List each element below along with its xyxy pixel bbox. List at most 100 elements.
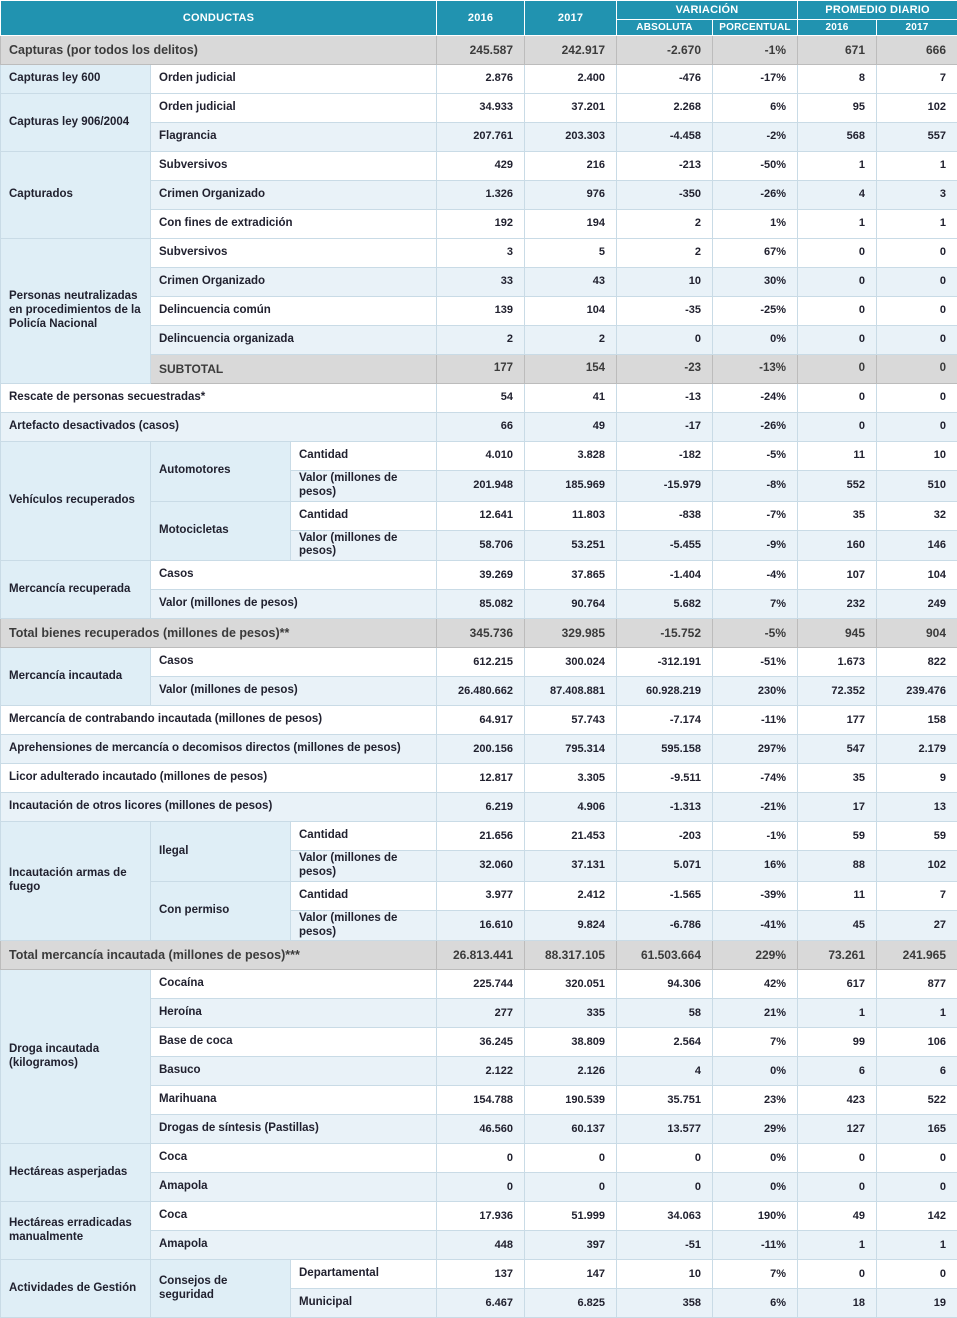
header-conductas: CONDUCTAS <box>1 1 437 36</box>
value-2016: 137 <box>437 1260 525 1289</box>
row-label: Total mercancía incautada (millones de p… <box>1 941 437 970</box>
value-promedio-2017: 9 <box>877 764 957 793</box>
value-promedio-2017: 0 <box>877 355 957 384</box>
value-2017: 154 <box>525 355 617 384</box>
value-2016: 85.082 <box>437 590 525 619</box>
value-2017: 3.828 <box>525 442 617 471</box>
value-porcentual: -1% <box>713 36 798 65</box>
value-2017: 335 <box>525 999 617 1028</box>
value-absoluta: 5.682 <box>617 590 713 619</box>
value-promedio-2017: 13 <box>877 793 957 822</box>
value-porcentual: 0% <box>713 1057 798 1086</box>
value-2017: 41 <box>525 384 617 413</box>
value-2016: 36.245 <box>437 1028 525 1057</box>
value-promedio-2016: 35 <box>798 764 877 793</box>
table-row: Aprehensiones de mercancía o decomisos d… <box>1 735 957 764</box>
value-2017: 216 <box>525 152 617 181</box>
value-promedio-2017: 1 <box>877 210 957 239</box>
value-2016: 6.467 <box>437 1289 525 1318</box>
value-porcentual: -50% <box>713 152 798 181</box>
row-group-label: Mercancía incautada <box>1 648 151 706</box>
value-2016: 26.813.441 <box>437 941 525 970</box>
value-promedio-2017: 522 <box>877 1086 957 1115</box>
row-label: Delincuencia organizada <box>151 326 437 355</box>
row-group-label: Mercancía recuperada <box>1 561 151 619</box>
value-promedio-2017: 0 <box>877 384 957 413</box>
value-absoluta: -2.670 <box>617 36 713 65</box>
value-promedio-2016: 945 <box>798 619 877 648</box>
value-2016: 200.156 <box>437 735 525 764</box>
row-label: Orden judicial <box>151 94 437 123</box>
value-porcentual: -24% <box>713 384 798 413</box>
value-porcentual: -21% <box>713 793 798 822</box>
value-porcentual: -39% <box>713 881 798 910</box>
value-2017: 11.803 <box>525 501 617 530</box>
value-2016: 32.060 <box>437 851 525 882</box>
value-2017: 2.412 <box>525 881 617 910</box>
header-porcentual: PORCENTUAL <box>713 20 798 36</box>
value-promedio-2016: 45 <box>798 910 877 941</box>
value-promedio-2017: 102 <box>877 851 957 882</box>
value-porcentual: 0% <box>713 326 798 355</box>
value-2017: 90.764 <box>525 590 617 619</box>
value-absoluta: -7.174 <box>617 706 713 735</box>
value-promedio-2016: 18 <box>798 1289 877 1318</box>
value-absoluta: 0 <box>617 1144 713 1173</box>
value-absoluta: -350 <box>617 181 713 210</box>
row-label: Coca <box>151 1202 437 1231</box>
value-absoluta: -9.511 <box>617 764 713 793</box>
value-promedio-2016: 0 <box>798 413 877 442</box>
row-label: Cantidad <box>291 501 437 530</box>
value-absoluta: 10 <box>617 1260 713 1289</box>
value-porcentual: -17% <box>713 65 798 94</box>
value-absoluta: -203 <box>617 822 713 851</box>
value-promedio-2017: 877 <box>877 970 957 999</box>
value-promedio-2016: 0 <box>798 239 877 268</box>
value-2016: 0 <box>437 1144 525 1173</box>
row-group-label: Incautación armas de fuego <box>1 822 151 941</box>
row-label: Mercancía de contrabando incautada (mill… <box>1 706 437 735</box>
value-absoluta: -838 <box>617 501 713 530</box>
value-promedio-2017: 249 <box>877 590 957 619</box>
header-promedio-2016: 2016 <box>798 20 877 36</box>
value-promedio-2017: 0 <box>877 413 957 442</box>
value-absoluta: -35 <box>617 297 713 326</box>
value-2017: 0 <box>525 1144 617 1173</box>
value-2016: 39.269 <box>437 561 525 590</box>
value-promedio-2017: 7 <box>877 881 957 910</box>
value-promedio-2017: 0 <box>877 1260 957 1289</box>
row-label: Amapola <box>151 1231 437 1260</box>
row-label: Capturas (por todos los delitos) <box>1 36 437 65</box>
value-absoluta: 13.577 <box>617 1115 713 1144</box>
value-absoluta: 2.564 <box>617 1028 713 1057</box>
value-porcentual: 230% <box>713 677 798 706</box>
value-absoluta: 4 <box>617 1057 713 1086</box>
value-promedio-2017: 27 <box>877 910 957 941</box>
value-absoluta: 2 <box>617 210 713 239</box>
row-label: Cantidad <box>291 442 437 471</box>
summary-row: Total bienes recuperados (millones de pe… <box>1 619 957 648</box>
value-2016: 4.010 <box>437 442 525 471</box>
value-promedio-2016: 232 <box>798 590 877 619</box>
value-2017: 190.539 <box>525 1086 617 1115</box>
value-promedio-2016: 160 <box>798 530 877 561</box>
row-label: Casos <box>151 648 437 677</box>
value-promedio-2017: 0 <box>877 1144 957 1173</box>
row-group-label: Automotores <box>151 442 291 502</box>
value-promedio-2017: 3 <box>877 181 957 210</box>
value-2017: 2 <box>525 326 617 355</box>
value-promedio-2017: 241.965 <box>877 941 957 970</box>
row-label: Cantidad <box>291 881 437 910</box>
row-label: Marihuana <box>151 1086 437 1115</box>
value-porcentual: 67% <box>713 239 798 268</box>
value-promedio-2016: 107 <box>798 561 877 590</box>
value-promedio-2016: 1 <box>798 1231 877 1260</box>
value-promedio-2016: 0 <box>798 268 877 297</box>
value-porcentual: 21% <box>713 999 798 1028</box>
row-label: Rescate de personas secuestradas* <box>1 384 437 413</box>
value-2017: 329.985 <box>525 619 617 648</box>
